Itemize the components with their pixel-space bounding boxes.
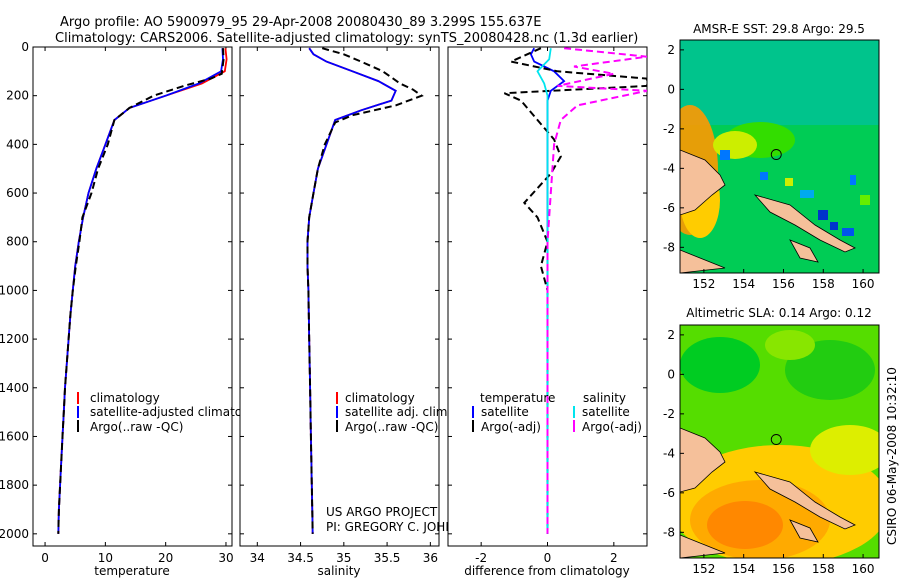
salinity-panel: 34 34.5 35 35.5 36 salinity climatology sate… bbox=[239, 46, 480, 578]
legend-label-temp-satellite: satellite bbox=[481, 405, 529, 419]
y-tick-label: 1600 bbox=[0, 429, 29, 443]
map-x-tick-label: 154 bbox=[732, 277, 755, 291]
temperature-legend: climatology satellite-adjusted climatolo… bbox=[77, 391, 268, 434]
legend-header-salinity: salinity bbox=[583, 391, 626, 405]
x-tick-label: 34.5 bbox=[287, 551, 314, 565]
series-line-temperature-argo-adj- bbox=[503, 47, 647, 534]
legend-label-argo: Argo(..raw -QC) bbox=[345, 420, 438, 434]
y-tick-label: 200 bbox=[6, 89, 29, 103]
sla-map-panel: Altimetric SLA: 0.14 Argo: 0.12 152 154 15… bbox=[663, 306, 880, 576]
legend-label-sal-satellite: satellite bbox=[582, 405, 630, 419]
difference-legend: temperature salinity satellite Argo(-adj… bbox=[472, 391, 642, 434]
legend-header-temperature: temperature bbox=[480, 391, 555, 405]
sst-map-axes bbox=[679, 39, 880, 274]
argo-location-marker bbox=[770, 434, 782, 445]
x-tick-label: 35 bbox=[336, 551, 351, 565]
map-y-tick-label: -4 bbox=[663, 161, 675, 175]
x-tick-label: 10 bbox=[98, 551, 113, 565]
map-x-tick-label: 154 bbox=[732, 562, 755, 576]
map-x-tick-label: 158 bbox=[812, 277, 835, 291]
sla-map-title: Altimetric SLA: 0.14 Argo: 0.12 bbox=[686, 306, 871, 320]
map-y-tick-label: -2 bbox=[663, 407, 675, 421]
series-line-argo-raw-qc- bbox=[57, 48, 225, 534]
series-line-salinity-argo-adj- bbox=[546, 47, 647, 534]
side-timestamp-label: CSIRO 06-May-2008 10:32:10 bbox=[885, 367, 899, 545]
x-tick-label: 0 bbox=[544, 551, 552, 565]
salinity-lines bbox=[306, 47, 424, 534]
salinity-axes bbox=[239, 46, 440, 547]
x-tick-label: 36 bbox=[423, 551, 438, 565]
legend-label-satellite: satellite adj. clim. bbox=[345, 405, 451, 419]
sst-map-title: AMSR-E SST: 29.8 Argo: 29.5 bbox=[693, 22, 865, 36]
legend-label-climatology: climatology bbox=[345, 391, 415, 405]
sst-map-ticks: 152 154 156 158 160 -8 -6 -4 -2 0 2 bbox=[663, 43, 875, 291]
legend-label-sal-argo: Argo(-adj) bbox=[582, 420, 642, 434]
x-tick-label: 20 bbox=[158, 551, 173, 565]
salinity-legend: climatology satellite adj. clim. Argo(..… bbox=[336, 391, 451, 434]
map-x-tick-label: 152 bbox=[692, 562, 715, 576]
legend-label-argo: Argo(..raw -QC) bbox=[90, 420, 183, 434]
y-tick-label: 1400 bbox=[0, 381, 29, 395]
temperature-axes bbox=[32, 46, 233, 547]
legend-label-temp-argo: Argo(-adj) bbox=[481, 420, 541, 434]
map-x-tick-label: 156 bbox=[772, 562, 795, 576]
y-tick-label: 1200 bbox=[0, 332, 29, 346]
sst-map-panel: AMSR-E SST: 29.8 Argo: 29.5 152 154 156 158… bbox=[663, 22, 880, 291]
x-tick-label: 35.5 bbox=[374, 551, 401, 565]
sla-map-field bbox=[680, 325, 879, 558]
temperature-ticks: 0 10 20 30 0 200 400 600 800 1000 1200 1400 1600 1800… bbox=[0, 40, 234, 565]
salinity-xlabel: salinity bbox=[317, 564, 360, 578]
x-tick-label: 0 bbox=[41, 551, 49, 565]
temperature-xlabel: temperature bbox=[94, 564, 169, 578]
legend-label-climatology: climatology bbox=[90, 391, 160, 405]
argo-location-marker bbox=[770, 149, 782, 160]
y-tick-label: 600 bbox=[6, 186, 29, 200]
y-tick-label: 800 bbox=[6, 235, 29, 249]
map-y-tick-label: 0 bbox=[667, 367, 675, 381]
temperature-lines bbox=[57, 48, 228, 534]
legend-label-satellite: satellite-adjusted climatology bbox=[90, 405, 268, 419]
title-line-1: Argo profile: AO 5900979_95 29-Apr-2008 … bbox=[60, 15, 541, 30]
map-x-tick-label: 152 bbox=[692, 277, 715, 291]
temperature-panel: 0 10 20 30 0 200 400 600 800 1000 1200 1400 1600 1800… bbox=[0, 40, 268, 578]
map-x-tick-label: 160 bbox=[852, 562, 875, 576]
y-tick-label: 0 bbox=[21, 40, 29, 54]
project-note-line-2: PI: GREGORY C. JOHNSON bbox=[326, 520, 480, 534]
x-tick-label: 34 bbox=[250, 551, 265, 565]
map-x-tick-label: 156 bbox=[772, 277, 795, 291]
map-y-tick-label: -8 bbox=[663, 240, 675, 254]
map-y-tick-label: 2 bbox=[667, 43, 675, 57]
x-tick-label: 2 bbox=[610, 551, 618, 565]
x-tick-label: 30 bbox=[218, 551, 233, 565]
map-x-tick-label: 158 bbox=[812, 562, 835, 576]
map-y-tick-label: -6 bbox=[663, 486, 675, 500]
y-tick-label: 1800 bbox=[0, 478, 29, 492]
difference-xlabel: difference from climatology bbox=[464, 564, 630, 578]
sst-map-field bbox=[680, 40, 879, 273]
map-y-tick-label: 0 bbox=[667, 82, 675, 96]
difference-lines bbox=[503, 47, 647, 534]
y-tick-label: 2000 bbox=[0, 527, 29, 541]
project-note-line-1: US ARGO PROJECT bbox=[326, 505, 438, 519]
map-y-tick-label: -8 bbox=[663, 525, 675, 539]
series-line-satellite-adjusted-climatology bbox=[57, 48, 224, 534]
title-line-2: Climatology: CARS2006. Satellite-adjuste… bbox=[55, 31, 638, 46]
sla-map-ticks: 152 154 156 158 160 -8 -6 -4 -2 0 2 bbox=[663, 328, 875, 576]
y-tick-label: 1000 bbox=[0, 283, 29, 297]
map-y-tick-label: -6 bbox=[663, 201, 675, 215]
x-tick-label: -2 bbox=[475, 551, 487, 565]
map-y-tick-label: -2 bbox=[663, 122, 675, 136]
difference-ticks: -2 0 2 bbox=[448, 46, 647, 565]
y-tick-label: 400 bbox=[6, 137, 29, 151]
sla-map-axes bbox=[679, 324, 880, 559]
salinity-ticks: 34 34.5 35 35.5 36 bbox=[240, 46, 439, 565]
map-y-tick-label: 2 bbox=[667, 328, 675, 342]
map-y-tick-label: -4 bbox=[663, 446, 675, 460]
series-line-argo-raw-qc- bbox=[306, 47, 424, 534]
difference-panel: -2 0 2 difference from climatology tempera… bbox=[447, 46, 648, 578]
map-x-tick-label: 160 bbox=[852, 277, 875, 291]
